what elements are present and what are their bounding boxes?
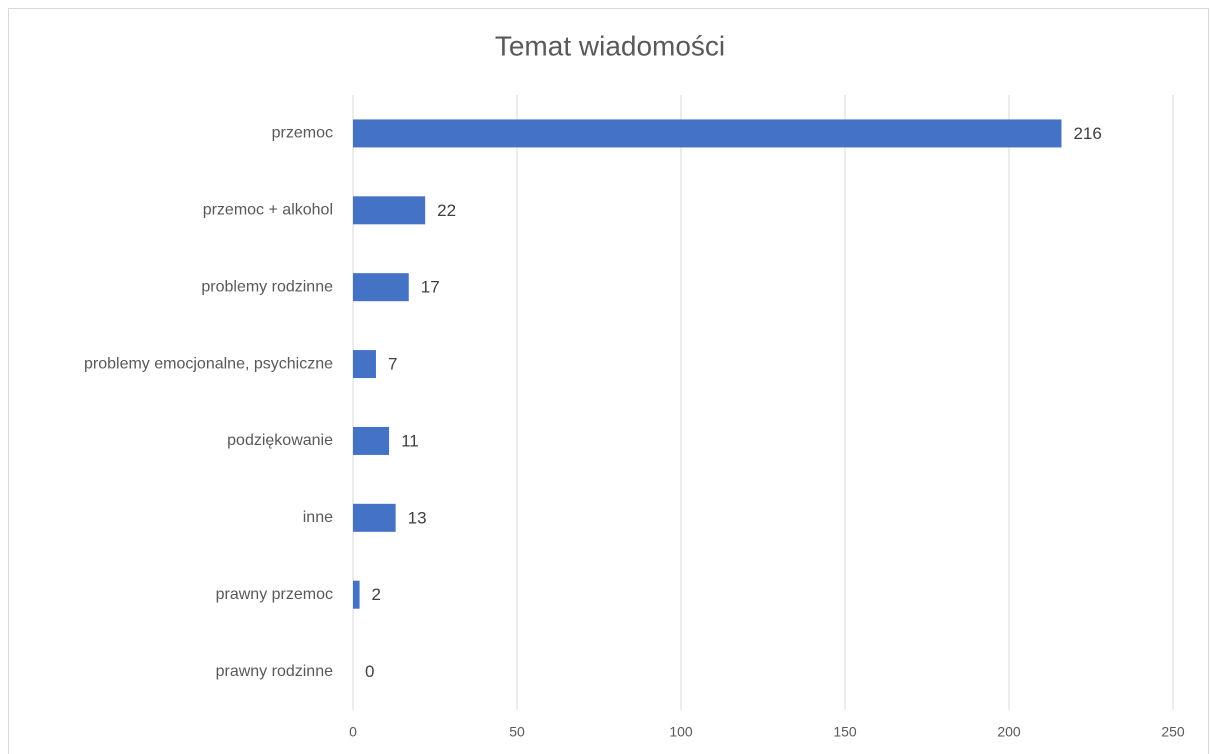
bar xyxy=(353,196,426,225)
chart-title: Temat wiadomości xyxy=(495,30,725,61)
y-tick-label: inne xyxy=(303,509,333,526)
y-tick-label: podziękowanie xyxy=(227,432,333,449)
bar xyxy=(353,426,390,455)
data-label: 13 xyxy=(408,508,427,527)
x-tick-label: 200 xyxy=(997,724,1021,740)
y-tick-label: prawny przemoc xyxy=(216,586,333,603)
data-label: 22 xyxy=(437,201,456,220)
x-tick-label: 0 xyxy=(349,724,357,740)
y-tick-label: przemoc xyxy=(272,125,333,142)
bar xyxy=(353,273,409,302)
y-tick-label: prawny rodzinne xyxy=(216,663,334,680)
x-tick-label: 50 xyxy=(509,724,525,740)
data-label: 11 xyxy=(401,431,419,450)
x-tick-label: 150 xyxy=(833,724,857,740)
data-label: 7 xyxy=(388,355,397,374)
bar xyxy=(353,503,396,532)
x-tick-label: 250 xyxy=(1161,724,1185,740)
data-label: 2 xyxy=(372,585,381,604)
data-label: 17 xyxy=(421,278,440,297)
data-label: 216 xyxy=(1073,124,1101,143)
data-label: 0 xyxy=(365,662,374,681)
y-tick-label: problemy rodzinne xyxy=(201,278,333,295)
y-tick-label: problemy emocjonalne, psychiczne xyxy=(84,355,333,372)
bar xyxy=(353,119,1062,148)
bar xyxy=(353,350,376,379)
y-tick-label: przemoc + alkohol xyxy=(203,202,333,219)
x-tick-label: 100 xyxy=(669,724,693,740)
bar xyxy=(353,580,360,609)
